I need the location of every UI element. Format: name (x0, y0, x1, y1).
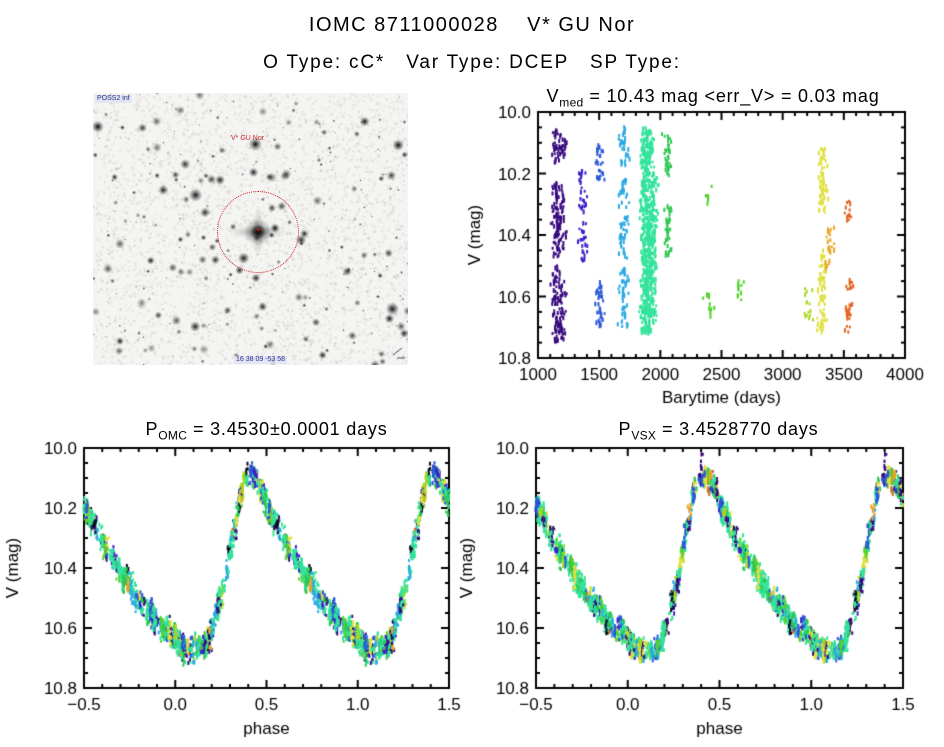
phase-omc-title-sub: OMC (158, 428, 188, 443)
phase-omc-title: POMC = 3.4530±0.0001 days (54, 419, 479, 443)
phase-vsx-title-pre: P (618, 419, 632, 439)
timeseries-title: Vmed = 10.43 mag <err_V> = 0.03 mag (483, 86, 943, 110)
phase-omc-title-pre: P (145, 419, 159, 439)
phase-vsx-title: PVSX = 3.4528770 days (506, 419, 931, 443)
timeseries-title-sub: med (559, 95, 584, 110)
timeseries-title-post: = 10.43 mag <err_V> = 0.03 mag (583, 86, 880, 106)
timeseries-title-pre: V (546, 86, 560, 106)
phase-vsx-title-post: = 3.4528770 days (656, 419, 819, 439)
phase-vsx-title-sub: VSX (631, 428, 657, 443)
phase-omc-title-post: = 3.4530±0.0001 days (187, 419, 388, 439)
